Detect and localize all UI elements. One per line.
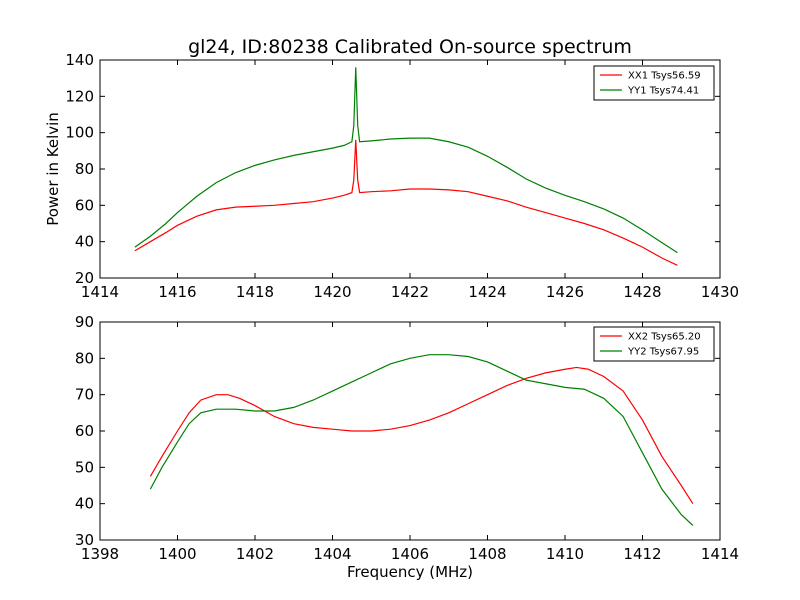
x-tick-label: 1408 <box>468 545 506 563</box>
y-tick-label: 60 <box>75 422 94 440</box>
series-line-xx2 <box>149 366 694 504</box>
figure-title: gl24, ID:80238 Calibrated On-source spec… <box>188 36 632 58</box>
x-tick-label: 1422 <box>391 283 429 301</box>
top-axes: 1414 1416 1418 1420 1422 1424 1426 1428 1430 20 40… <box>65 51 739 301</box>
x-tick-label: 1428 <box>623 283 661 301</box>
legend-box <box>593 326 715 362</box>
y-tick-label: 140 <box>65 51 94 69</box>
legend: XX1 Tsys56.59 YY1 Tsys74.41 <box>593 65 715 101</box>
y-tick-label: 60 <box>75 196 94 214</box>
bottom-axes: 1398 1400 1402 1404 1406 1408 1410 1412 1414 30 40… <box>75 313 739 563</box>
y-axis-label-top: Power in Kelvin <box>44 112 62 226</box>
y-tick-label: 100 <box>65 124 94 142</box>
series-line-yy1 <box>134 67 678 254</box>
x-tick-label: 1430 <box>701 283 739 301</box>
x-tick-label: 1410 <box>546 545 584 563</box>
x-tick-label: 1420 <box>313 283 351 301</box>
legend: XX2 Tsys65.20 YY2 Tsys67.95 <box>593 326 715 362</box>
x-tick-label: 1424 <box>468 283 506 301</box>
x-axis-label: Frequency (MHz) <box>347 563 473 581</box>
x-tick-label: 1412 <box>623 545 661 563</box>
x-tick-label: 1402 <box>236 545 274 563</box>
x-tick-label: 1414 <box>701 545 739 563</box>
x-tick-label: 1418 <box>236 283 274 301</box>
x-tick-label: 1404 <box>313 545 351 563</box>
y-tick-label: 120 <box>65 87 94 105</box>
y-tick-label: 20 <box>75 269 94 287</box>
x-tick-label: 1416 <box>158 283 196 301</box>
x-tick-label: 1414 <box>81 283 119 301</box>
legend-label: XX1 Tsys56.59 <box>628 71 701 82</box>
series-line-yy2 <box>149 354 694 526</box>
x-tick-label: 1426 <box>546 283 584 301</box>
y-tick-label: 40 <box>75 495 94 513</box>
series-line-xx1 <box>134 139 678 266</box>
y-tick-label: 80 <box>75 160 94 178</box>
y-tick-label: 40 <box>75 233 94 251</box>
legend-box <box>593 65 715 101</box>
x-tick-label: 1398 <box>81 545 119 563</box>
legend-label: YY2 Tsys67.95 <box>627 347 699 358</box>
legend-label: XX2 Tsys65.20 <box>628 332 701 343</box>
y-tick-label: 70 <box>75 386 94 404</box>
y-tick-label: 30 <box>75 531 94 549</box>
y-tick-label: 90 <box>75 313 94 331</box>
legend-label: YY1 Tsys74.41 <box>627 86 699 97</box>
x-tick-label: 1400 <box>158 545 196 563</box>
y-tick-label: 50 <box>75 458 94 476</box>
y-tick-label: 80 <box>75 349 94 367</box>
x-tick-label: 1406 <box>391 545 429 563</box>
